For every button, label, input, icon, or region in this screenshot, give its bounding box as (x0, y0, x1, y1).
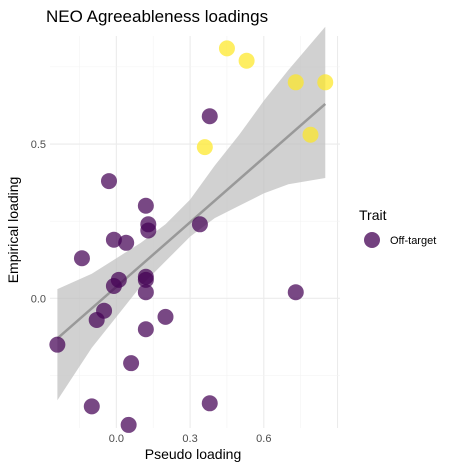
point-on-target (238, 52, 255, 69)
y-tick-label: 0.0 (31, 293, 46, 305)
point-off-target (137, 271, 154, 288)
point-on-target (287, 74, 304, 91)
point-on-target (317, 74, 334, 91)
x-tick-label: 0.0 (109, 433, 124, 445)
x-tick-label: 0.6 (256, 433, 271, 445)
point-off-target (49, 336, 66, 353)
chart-title: NEO Agreeableness loadings (46, 7, 268, 26)
regression-line (56, 102, 327, 340)
point-off-target (96, 302, 113, 319)
point-off-target (287, 284, 304, 301)
x-tick-label: 0.3 (182, 433, 197, 445)
point-off-target (110, 271, 127, 288)
point-off-target (137, 197, 154, 214)
point-off-target (73, 250, 90, 267)
point-off-target (100, 173, 117, 190)
point-on-target (218, 40, 235, 57)
point-off-target (140, 222, 157, 239)
x-axis-title: Pseudo loading (145, 446, 242, 462)
point-off-target (201, 108, 218, 125)
legend-label-off-target: Off-target (390, 235, 436, 247)
legend-title: Trait (359, 207, 387, 223)
data-points (49, 40, 334, 433)
y-axis-title: Empirical loading (5, 177, 21, 284)
point-off-target (120, 416, 137, 433)
point-on-target (196, 139, 213, 156)
point-off-target (157, 308, 174, 325)
point-on-target (302, 126, 319, 143)
point-off-target (201, 395, 218, 412)
point-off-target (123, 355, 140, 372)
point-off-target (118, 234, 135, 251)
legend: Trait Off-target (359, 207, 436, 248)
x-tick-labels: 0.0 0.3 0.6 (109, 433, 272, 445)
y-tick-labels: 0.0 0.5 (31, 139, 46, 305)
point-off-target (105, 231, 122, 248)
point-off-target (83, 398, 100, 415)
y-tick-label: 0.5 (31, 139, 46, 151)
confidence-ribbon (57, 26, 326, 401)
point-off-target (137, 321, 154, 338)
confidence-band (57, 26, 326, 401)
trend-line (56, 102, 327, 340)
legend-key-off-target (364, 232, 380, 248)
point-off-target (137, 284, 154, 301)
point-off-target (191, 216, 208, 233)
